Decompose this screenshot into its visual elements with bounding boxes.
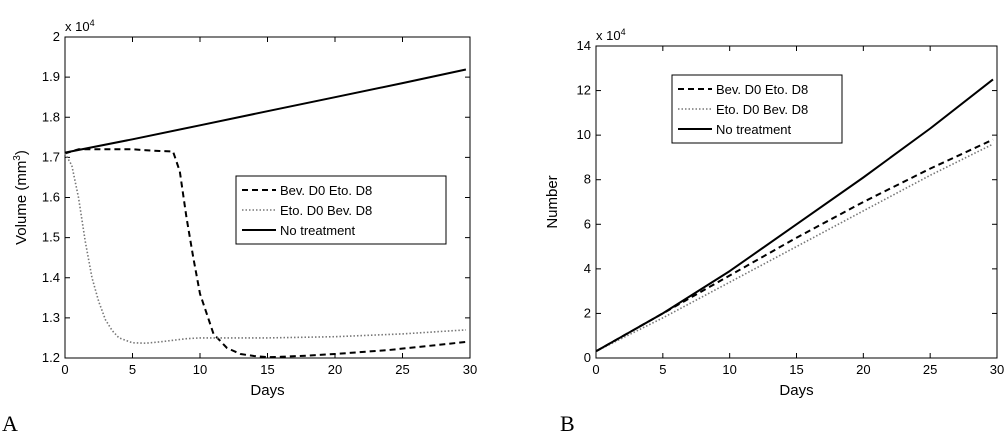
x-tick-label: 5 bbox=[659, 362, 666, 377]
y-tick-label: 2 bbox=[53, 29, 60, 44]
x-tick-label: 0 bbox=[61, 362, 68, 377]
y-tick-label: 1.8 bbox=[42, 109, 60, 124]
x-tick-label: 15 bbox=[260, 362, 274, 377]
y-exponent-label: x 104 bbox=[596, 27, 626, 43]
y-tick-label: 1.2 bbox=[42, 350, 60, 365]
legend-label: Eto. D0 Bev. D8 bbox=[716, 102, 808, 117]
series-line-solid bbox=[64, 68, 467, 154]
y-axis-label-superscript: 3 bbox=[12, 155, 23, 161]
y-exponent-power: 4 bbox=[90, 18, 95, 28]
series-line-dashed bbox=[64, 148, 467, 359]
series-line-dotted bbox=[595, 143, 994, 353]
legend-label: Bev. D0 Eto. D8 bbox=[716, 82, 808, 97]
x-tick-label: 20 bbox=[328, 362, 342, 377]
legend-label: Bev. D0 Eto. D8 bbox=[280, 183, 372, 198]
y-tick-label: 14 bbox=[577, 38, 591, 53]
x-tick-label: 5 bbox=[129, 362, 136, 377]
x-tick-label: 15 bbox=[789, 362, 803, 377]
y-axis-label: Number bbox=[544, 175, 561, 228]
x-tick-label: 10 bbox=[193, 362, 207, 377]
y-tick-label: 1.7 bbox=[42, 149, 60, 164]
y-exponent-label: x 104 bbox=[65, 18, 95, 34]
legend-label: No treatment bbox=[716, 122, 792, 137]
y-tick-label: 1.3 bbox=[42, 310, 60, 325]
y-tick-label: 0 bbox=[584, 350, 591, 365]
y-tick-label: 1.9 bbox=[42, 69, 60, 84]
panel-label: B bbox=[560, 411, 575, 436]
series-line-solid bbox=[595, 78, 994, 353]
chart-panel-b: 0 5 10 15 20 25 30 0 2 4 6 8 10 12 14 x 104 Days Number Be… bbox=[544, 27, 1004, 436]
y-tick-label: 12 bbox=[577, 83, 591, 98]
y-tick-label: 10 bbox=[577, 127, 591, 142]
x-tick-label: 0 bbox=[592, 362, 599, 377]
y-axis-label: Volume (mm3) bbox=[12, 150, 30, 245]
y-axis-label-end: ) bbox=[13, 150, 30, 155]
y-tick-label: 1.6 bbox=[42, 190, 60, 205]
y-tick-label: 1.5 bbox=[42, 230, 60, 245]
x-tick-label: 25 bbox=[923, 362, 937, 377]
x-tick-label: 20 bbox=[856, 362, 870, 377]
x-axis-label: Days bbox=[250, 382, 284, 399]
y-tick-label: 1.4 bbox=[42, 270, 60, 285]
legend-label: No treatment bbox=[280, 223, 356, 238]
y-tick-label: 2 bbox=[584, 305, 591, 320]
y-exponent-power: 4 bbox=[621, 27, 626, 37]
x-tick-label: 30 bbox=[463, 362, 477, 377]
x-tick-label: 10 bbox=[722, 362, 736, 377]
legend: Bev. D0 Eto. D8 Eto. D0 Bev. D8 No treatme… bbox=[235, 175, 447, 245]
y-tick-label: 6 bbox=[584, 216, 591, 231]
x-tick-label: 30 bbox=[990, 362, 1004, 377]
chart-panel-a: 0 5 10 15 20 25 30 1.2 1.3 1.4 1.5 1.6 1.7 1.8 1.9 2 x 1… bbox=[2, 18, 477, 436]
legend-label: Eto. D0 Bev. D8 bbox=[280, 203, 372, 218]
legend: Bev. D0 Eto. D8 Eto. D0 Bev. D8 No treatme… bbox=[671, 74, 843, 144]
x-tick-label: 25 bbox=[395, 362, 409, 377]
x-axis-label: Days bbox=[779, 382, 813, 399]
y-tick-label: 8 bbox=[584, 172, 591, 187]
y-tick-label: 4 bbox=[584, 261, 591, 276]
panel-label: A bbox=[2, 411, 18, 436]
series-line-dashed bbox=[595, 138, 994, 353]
